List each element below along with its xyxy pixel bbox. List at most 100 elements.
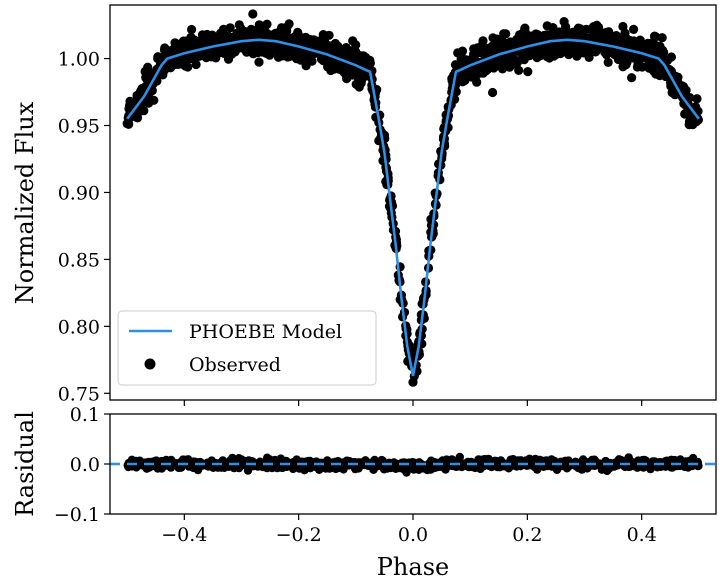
observed-point bbox=[543, 44, 553, 54]
observed-point bbox=[223, 31, 233, 41]
observed-point bbox=[627, 73, 637, 83]
observed-point bbox=[523, 67, 533, 77]
observed-point bbox=[657, 33, 667, 43]
top-y-tick-label: 0.80 bbox=[58, 316, 100, 338]
observed-point bbox=[248, 49, 258, 59]
observed-point bbox=[328, 64, 338, 74]
legend-observed-swatch bbox=[144, 358, 156, 370]
observed-point bbox=[644, 63, 654, 73]
top-y-tick-label: 0.95 bbox=[58, 116, 100, 138]
observed-point bbox=[342, 74, 352, 84]
observed-point bbox=[485, 61, 495, 71]
residual-point bbox=[438, 461, 448, 470]
residual-point bbox=[220, 463, 229, 472]
observed-point bbox=[144, 98, 154, 108]
observed-point bbox=[592, 30, 603, 40]
observed-point bbox=[635, 35, 645, 45]
observed-point bbox=[408, 377, 418, 387]
residual-point bbox=[335, 461, 344, 470]
observed-point bbox=[296, 34, 306, 44]
observed-point bbox=[555, 27, 565, 37]
observed-point bbox=[457, 46, 468, 56]
residual-point bbox=[270, 455, 280, 465]
top-x-ticks bbox=[183, 400, 643, 406]
observed-point bbox=[514, 65, 524, 75]
bottom-y-ticks: 0.1 0.0 −0.1 bbox=[54, 404, 110, 526]
observed-point bbox=[234, 20, 244, 30]
observed-point bbox=[542, 21, 552, 31]
bottom-y-tick-label: −0.1 bbox=[54, 504, 100, 526]
observed-point bbox=[602, 50, 612, 60]
residual-point bbox=[397, 463, 406, 472]
observed-point bbox=[681, 85, 691, 95]
residual-point bbox=[250, 458, 259, 467]
top-y-tick-label: 0.85 bbox=[58, 249, 100, 271]
observed-point bbox=[478, 36, 488, 46]
observed-point bbox=[225, 50, 235, 60]
top-y-tick-label: 0.90 bbox=[58, 182, 100, 204]
observed-point bbox=[348, 36, 358, 46]
x-tick-label: 0.0 bbox=[398, 524, 428, 546]
observed-point bbox=[617, 37, 627, 47]
observed-point bbox=[313, 37, 323, 47]
residual-point bbox=[447, 455, 457, 464]
observed-point bbox=[170, 38, 180, 48]
residual-point bbox=[419, 463, 429, 472]
observed-point bbox=[305, 55, 315, 65]
observed-point bbox=[592, 20, 602, 30]
bottom-x-ticks: −0.4 −0.2 0.0 0.2 0.4 bbox=[161, 514, 657, 546]
observed-point bbox=[603, 57, 613, 67]
observed-point bbox=[324, 30, 334, 40]
residual-point bbox=[127, 455, 137, 464]
legend: PHOEBE Model Observed bbox=[117, 310, 377, 386]
x-tick-label: 0.4 bbox=[627, 524, 657, 546]
observed-point bbox=[460, 75, 470, 86]
observed-point bbox=[255, 41, 265, 51]
observed-point bbox=[186, 32, 196, 42]
observed-point bbox=[629, 24, 639, 34]
observed-point bbox=[225, 23, 235, 33]
observed-point bbox=[160, 49, 170, 59]
residual-point bbox=[145, 463, 154, 472]
observed-point bbox=[496, 43, 506, 53]
x-axis-label: Phase bbox=[377, 553, 449, 581]
residual-point bbox=[597, 465, 607, 474]
top-y-tick-label: 1.00 bbox=[58, 49, 100, 71]
observed-point bbox=[518, 28, 528, 39]
observed-point bbox=[564, 50, 574, 60]
observed-point bbox=[196, 51, 206, 61]
observed-point bbox=[135, 106, 145, 116]
observed-point bbox=[201, 31, 211, 41]
observed-point bbox=[620, 28, 630, 38]
observed-point bbox=[211, 53, 221, 63]
observed-point bbox=[655, 70, 665, 81]
observed-point bbox=[519, 52, 529, 62]
residual-point bbox=[624, 456, 633, 465]
observed-point bbox=[248, 9, 258, 19]
observed-point bbox=[178, 36, 189, 46]
residual-point bbox=[162, 461, 172, 470]
observed-point bbox=[505, 62, 515, 72]
residual-point bbox=[153, 464, 162, 473]
observed-point bbox=[555, 48, 566, 59]
observed-point bbox=[472, 43, 483, 53]
observed-point bbox=[580, 45, 590, 56]
top-panel: 1.00 0.95 0.90 0.85 0.80 0.75 Normalized Flux… bbox=[11, 4, 717, 406]
legend-observed-label: Observed bbox=[189, 354, 281, 376]
top-y-ticks: 1.00 0.95 0.90 0.85 0.80 0.75 bbox=[58, 49, 110, 405]
observed-point bbox=[254, 57, 264, 67]
observed-point bbox=[504, 51, 514, 62]
observed-point bbox=[284, 19, 294, 29]
observed-point bbox=[657, 45, 668, 55]
top-y-tick-label: 0.75 bbox=[58, 383, 100, 405]
observed-point bbox=[559, 17, 569, 27]
residual-point bbox=[187, 459, 196, 468]
observed-point bbox=[591, 47, 601, 57]
x-tick-label: 0.2 bbox=[512, 524, 542, 546]
observed-point bbox=[277, 45, 287, 55]
bottom-y-tick-label: 0.1 bbox=[70, 404, 100, 426]
observed-point bbox=[159, 66, 169, 76]
phoebe-model-line bbox=[126, 38, 700, 377]
observed-point bbox=[240, 27, 250, 37]
